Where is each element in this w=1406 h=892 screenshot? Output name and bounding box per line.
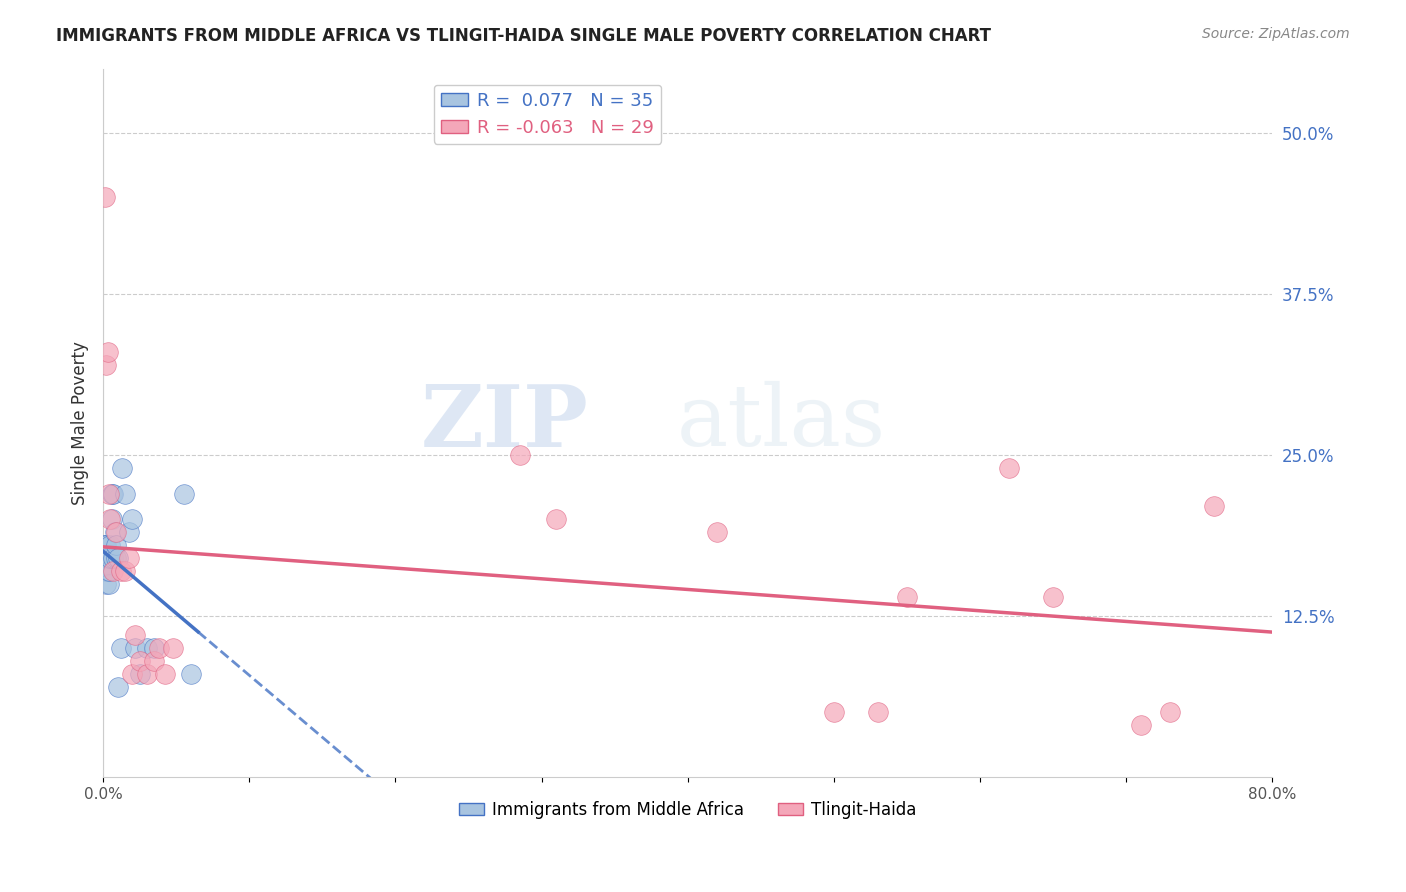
Point <box>114 564 136 578</box>
Point <box>94 358 117 372</box>
Point <box>100 512 122 526</box>
Text: atlas: atlas <box>676 381 886 464</box>
Point <box>110 564 132 578</box>
Point <box>94 538 117 552</box>
Point <box>93 538 115 552</box>
Text: Source: ZipAtlas.com: Source: ZipAtlas.com <box>1202 27 1350 41</box>
Point <box>98 564 121 578</box>
Y-axis label: Single Male Poverty: Single Male Poverty <box>72 341 89 505</box>
Point <box>107 550 129 565</box>
Point <box>103 564 125 578</box>
Point <box>124 628 146 642</box>
Point <box>143 654 166 668</box>
Point <box>98 576 121 591</box>
Point <box>105 525 128 540</box>
Point <box>1042 590 1064 604</box>
Point <box>101 512 124 526</box>
Point <box>101 486 124 500</box>
Point <box>866 706 889 720</box>
Point <box>121 666 143 681</box>
Point <box>100 538 122 552</box>
Point <box>1202 500 1225 514</box>
Text: ZIP: ZIP <box>420 381 588 465</box>
Point <box>136 666 159 681</box>
Point <box>96 564 118 578</box>
Point <box>706 525 728 540</box>
Point <box>94 550 117 565</box>
Point <box>153 666 176 681</box>
Point <box>96 550 118 565</box>
Point <box>96 344 118 359</box>
Point <box>148 641 170 656</box>
Point <box>1159 706 1181 720</box>
Point <box>110 641 132 656</box>
Legend: Immigrants from Middle Africa, Tlingit-Haida: Immigrants from Middle Africa, Tlingit-H… <box>453 794 924 825</box>
Point <box>896 590 918 604</box>
Point <box>128 654 150 668</box>
Point <box>93 550 115 565</box>
Point <box>93 538 115 552</box>
Point <box>103 550 125 565</box>
Point <box>546 512 568 526</box>
Point <box>162 641 184 656</box>
Point <box>98 486 121 500</box>
Point <box>105 538 128 552</box>
Point <box>105 550 128 565</box>
Point <box>128 666 150 681</box>
Point <box>100 550 122 565</box>
Point <box>96 550 118 565</box>
Point <box>118 550 141 565</box>
Point <box>121 512 143 526</box>
Point <box>136 641 159 656</box>
Point <box>823 706 845 720</box>
Point <box>1129 718 1152 732</box>
Point <box>124 641 146 656</box>
Point <box>103 486 125 500</box>
Point <box>180 666 202 681</box>
Point <box>111 460 134 475</box>
Point <box>509 448 531 462</box>
Point <box>998 460 1021 475</box>
Point <box>107 680 129 694</box>
Point <box>94 576 117 591</box>
Point <box>143 641 166 656</box>
Point <box>114 486 136 500</box>
Point <box>173 486 195 500</box>
Text: IMMIGRANTS FROM MIDDLE AFRICA VS TLINGIT-HAIDA SINGLE MALE POVERTY CORRELATION C: IMMIGRANTS FROM MIDDLE AFRICA VS TLINGIT… <box>56 27 991 45</box>
Point <box>104 525 127 540</box>
Point <box>118 525 141 540</box>
Point <box>93 190 115 204</box>
Point <box>93 564 115 578</box>
Point <box>94 564 117 578</box>
